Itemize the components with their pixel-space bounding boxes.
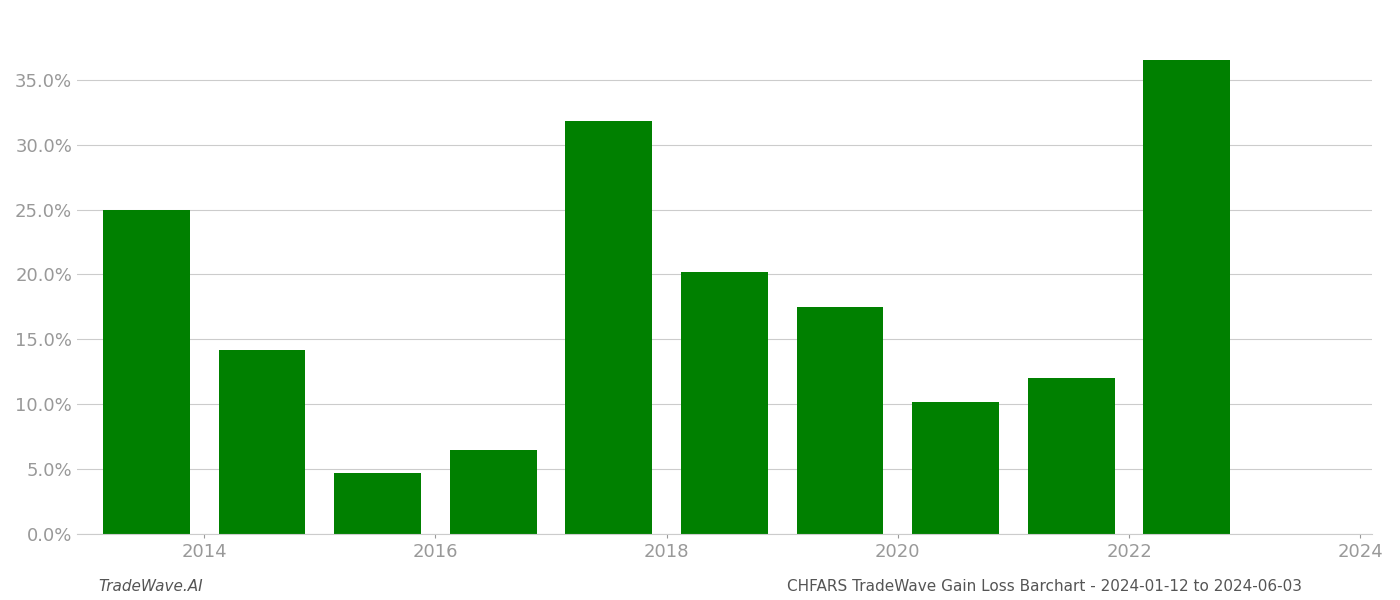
Bar [335, 473, 421, 534]
Text: CHFARS TradeWave Gain Loss Barchart - 2024-01-12 to 2024-06-03: CHFARS TradeWave Gain Loss Barchart - 20… [787, 579, 1302, 594]
Bar [449, 449, 536, 534]
Bar [797, 307, 883, 534]
Bar [1028, 378, 1114, 534]
Bar [218, 350, 305, 534]
Bar [913, 401, 1000, 534]
Bar [1144, 61, 1231, 534]
Bar [104, 209, 190, 534]
Bar [680, 272, 767, 534]
Text: TradeWave.AI: TradeWave.AI [98, 579, 203, 594]
Bar [566, 121, 652, 534]
